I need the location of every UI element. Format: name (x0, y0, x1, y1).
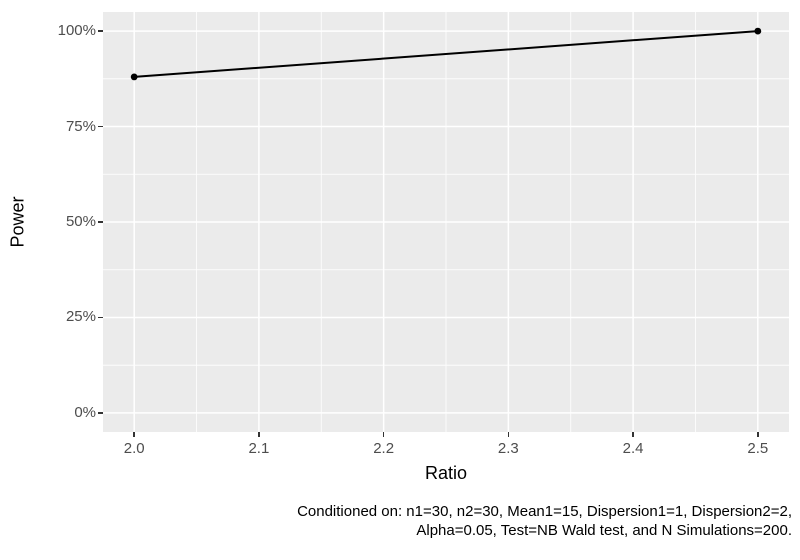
y-tick-mark (98, 125, 103, 128)
x-tick-label: 2.4 (622, 440, 644, 457)
y-tick-label: 75% (65, 117, 96, 135)
x-tick-mark (507, 432, 510, 437)
y-tick-label: 100% (57, 22, 96, 40)
x-axis-title: Ratio (424, 463, 468, 483)
x-tick-mark (133, 432, 135, 437)
x-tick-label: 2.0 (123, 440, 145, 457)
caption-line-2: Alpha=0.05, Test=NB Wald test, and N Sim… (416, 522, 792, 539)
x-tick-label: 2.2 (373, 440, 395, 457)
plot-canvas (103, 12, 789, 432)
x-tick-mark (258, 432, 260, 437)
y-tick-mark (98, 30, 103, 32)
data-point (754, 27, 762, 35)
x-tick-mark (382, 432, 385, 437)
x-tick-label: 2.5 (747, 440, 769, 457)
y-tick-mark (98, 221, 103, 223)
power-line (134, 30, 758, 78)
y-tick-label: 50% (65, 213, 96, 230)
plot-caption: Conditioned on: n1=30, n2=30, Mean1=15, … (92, 502, 792, 540)
y-tick-mark (98, 412, 103, 414)
plot-panel (103, 12, 789, 432)
x-tick-label: 2.1 (248, 440, 270, 457)
y-tick-label: 25% (65, 308, 96, 326)
caption-line-1: Conditioned on: n1=30, n2=30, Mean1=15, … (297, 503, 792, 520)
x-tick-mark (632, 432, 634, 437)
x-tick-label: 2.3 (497, 440, 519, 457)
x-tick-mark (757, 432, 759, 437)
data-point (130, 73, 138, 81)
y-tick-mark (98, 316, 103, 319)
y-tick-label: 0% (74, 403, 96, 421)
